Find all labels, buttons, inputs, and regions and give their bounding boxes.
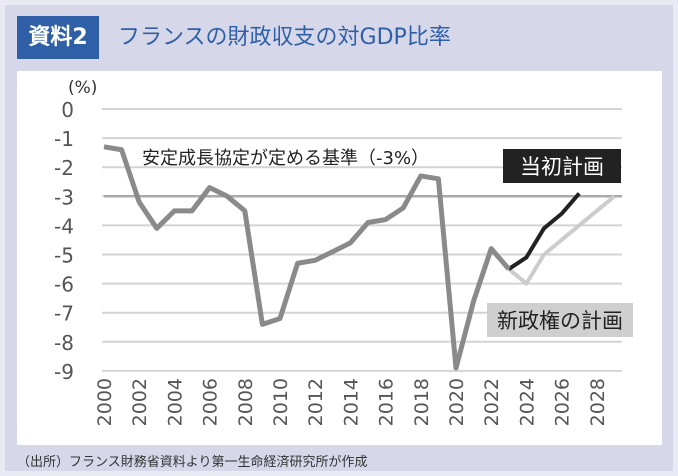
- chart-panel: [17, 71, 662, 445]
- legend-new-plan: 新政権の計画: [497, 309, 623, 333]
- y-tick-label: -9: [54, 360, 74, 384]
- y-tick-label: -7: [54, 302, 74, 326]
- y-tick-label: -2: [54, 156, 74, 180]
- x-tick-label: 2018: [411, 378, 433, 426]
- x-tick-label: 2028: [587, 378, 609, 426]
- y-axis-unit: (%): [68, 78, 97, 98]
- x-tick-label: 2014: [340, 378, 362, 426]
- x-tick-label: 2024: [516, 378, 538, 426]
- y-tick-label: -5: [54, 244, 74, 268]
- legend-original-plan: 当初計画: [520, 155, 604, 179]
- y-tick-label: 0: [61, 98, 74, 122]
- x-tick-label: 2012: [305, 378, 327, 426]
- y-tick-label: -6: [54, 273, 74, 297]
- source-note: （出所）フランス財務省資料より第一生命経済研究所が作成: [17, 455, 368, 470]
- x-tick-label: 2020: [446, 378, 468, 426]
- x-tick-label: 2022: [481, 378, 503, 426]
- reference-line-label: 安定成長協定が定める基準（-3%）: [142, 148, 429, 169]
- figure-badge: 資料2: [17, 16, 99, 59]
- x-tick-label: 2016: [376, 378, 398, 426]
- x-tick-label: 2000: [94, 378, 116, 426]
- y-tick-label: -8: [54, 331, 74, 355]
- y-tick-label: -4: [54, 214, 74, 238]
- x-tick-label: 2006: [200, 378, 222, 426]
- y-tick-label: -3: [54, 185, 74, 209]
- x-tick-label: 2004: [164, 378, 186, 426]
- legend-new-plan-box: [487, 303, 633, 337]
- x-tick-label: 2010: [270, 378, 292, 426]
- chart-title: フランスの財政収支の対GDP比率: [118, 25, 451, 50]
- series-line-actual: [103, 144, 511, 371]
- y-tick-label: -1: [54, 127, 74, 151]
- x-tick-label: 2008: [235, 378, 257, 426]
- x-tick-label: 2002: [129, 378, 151, 426]
- x-tick-label: 2026: [552, 378, 574, 426]
- legend-original-plan-box: [503, 149, 621, 183]
